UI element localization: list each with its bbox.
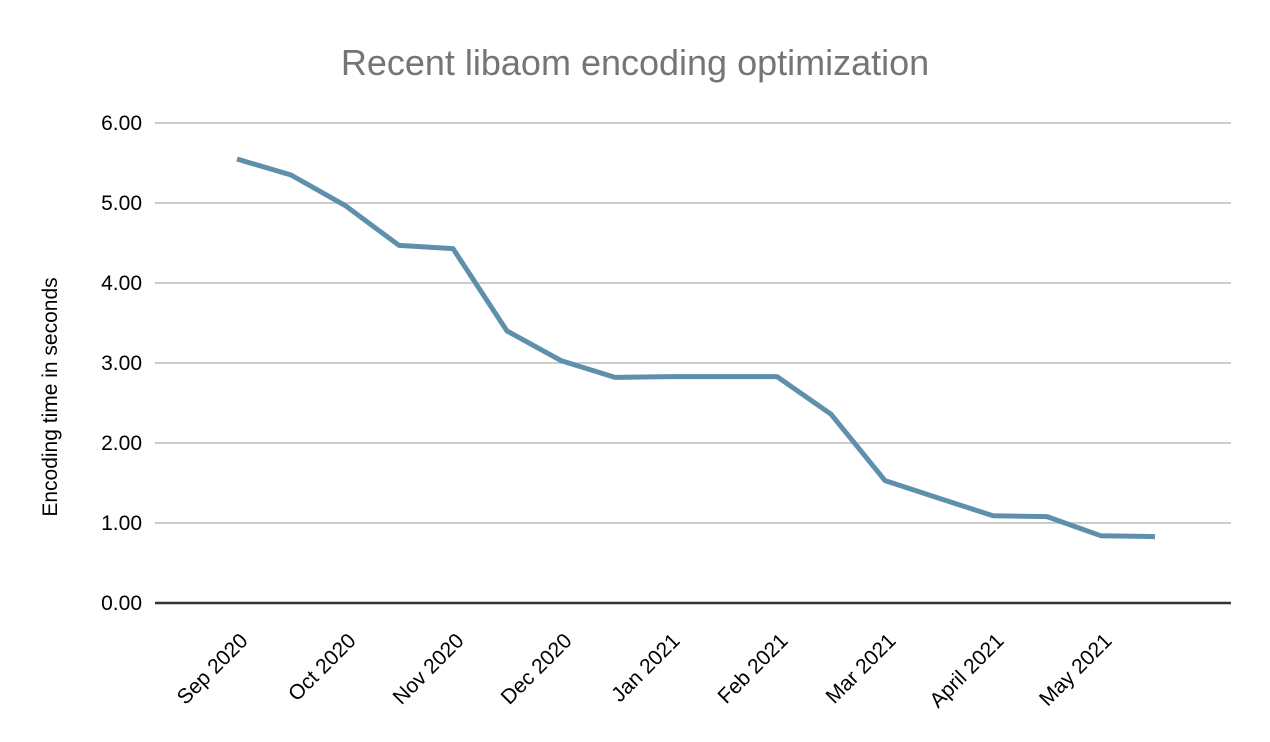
- x-tick-label: May 2021: [1035, 629, 1116, 710]
- x-tick-label: Oct 2020: [284, 629, 361, 706]
- x-tick-label: Dec 2020: [497, 629, 577, 709]
- y-tick-label: 2.00: [101, 432, 142, 455]
- x-tick-label: April 2021: [925, 629, 1008, 712]
- x-tick-label: Jan 2021: [607, 629, 684, 706]
- chart-title: Recent libaom encoding optimization: [340, 42, 930, 83]
- y-tick-label: 5.00: [101, 192, 142, 215]
- data-line-encoding-time-seconds: [236, 156, 1156, 540]
- x-tick-label: Mar 2021: [822, 629, 901, 708]
- y-tick-label: 4.00: [101, 272, 142, 295]
- y-tick-label: 6.00: [101, 112, 142, 135]
- y-tick-label: 1.00: [101, 512, 142, 535]
- y-tick-label: 0.00: [101, 592, 142, 615]
- x-tick-label: Sep 2020: [173, 629, 253, 709]
- y-tick-label: 3.00: [101, 352, 142, 375]
- x-tick-label: Nov 2020: [389, 629, 469, 709]
- x-tick-label: Feb 2021: [714, 629, 793, 708]
